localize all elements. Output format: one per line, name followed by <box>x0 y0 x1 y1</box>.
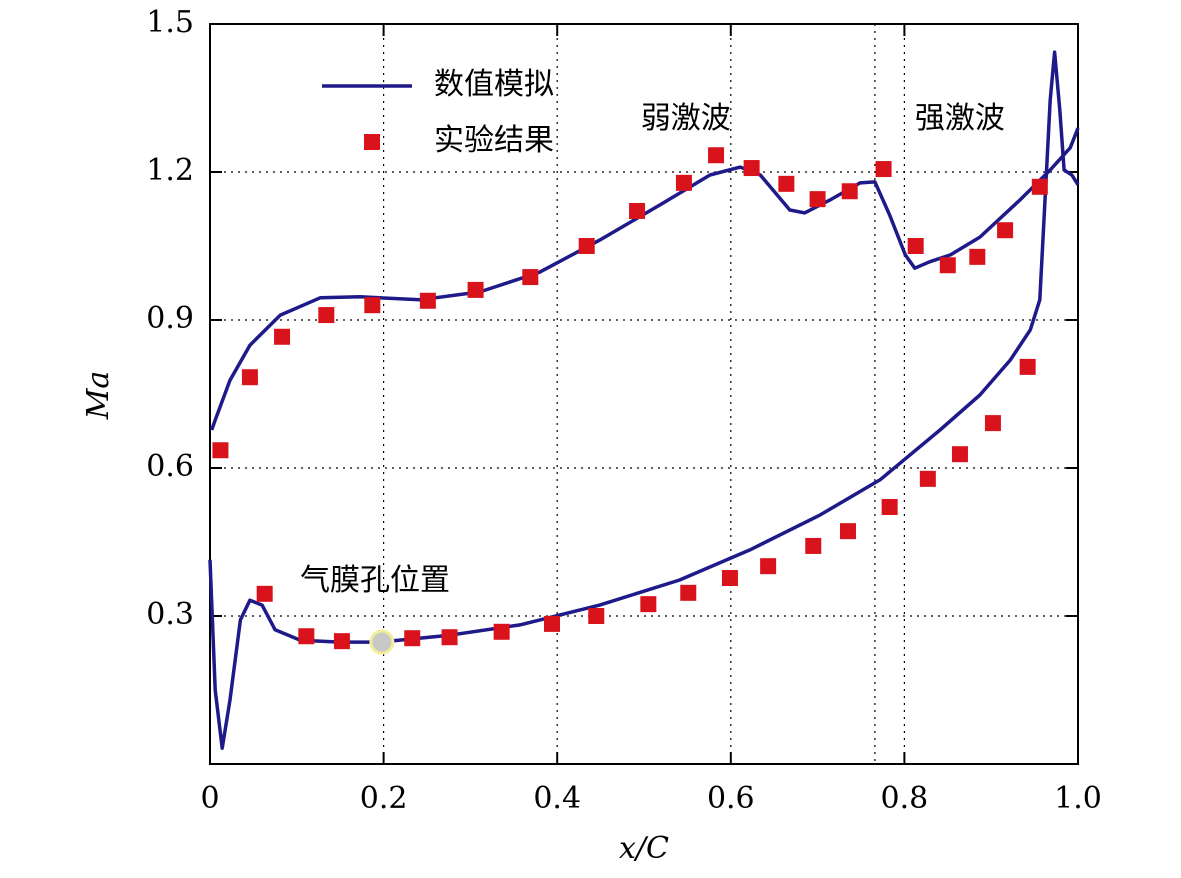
data-point <box>969 248 986 265</box>
data-point <box>640 596 657 613</box>
data-point <box>333 633 350 650</box>
x-axis-label: x/C <box>619 831 669 866</box>
data-point <box>493 623 510 640</box>
legend-label: 数值模拟 <box>434 67 554 102</box>
data-point <box>809 191 826 208</box>
data-point <box>522 269 539 286</box>
data-point <box>760 558 777 575</box>
data-point <box>907 238 924 254</box>
data-point <box>404 630 421 647</box>
data-point <box>680 584 697 601</box>
data-point <box>919 470 936 487</box>
x-tick-label: 0.2 <box>360 781 408 816</box>
data-point <box>419 292 436 309</box>
annotation: 弱激波 <box>641 101 731 136</box>
x-tick-label: 0.6 <box>707 781 755 816</box>
data-point <box>274 328 291 345</box>
y-tick-label: 0.9 <box>146 301 194 336</box>
data-point <box>241 369 258 386</box>
y-tick-label: 0.3 <box>146 597 194 632</box>
data-point <box>629 202 646 219</box>
data-point <box>256 585 273 602</box>
y-axis-label: Ma <box>81 371 116 421</box>
data-point <box>805 537 822 554</box>
annotation: 强激波 <box>915 101 1005 136</box>
data-point <box>708 147 725 164</box>
data-point <box>875 161 892 178</box>
y-tick-label: 1.5 <box>146 5 194 40</box>
data-point <box>298 628 315 645</box>
data-point <box>951 446 968 463</box>
data-point <box>984 415 1001 432</box>
x-tick-label: 0 <box>200 781 219 816</box>
data-point <box>364 297 381 314</box>
x-tick-label: 1.0 <box>1054 781 1102 816</box>
data-point <box>212 442 229 459</box>
film-hole-marker <box>369 629 395 655</box>
x-tick-label: 0.4 <box>533 781 581 816</box>
data-point <box>743 160 760 177</box>
line-series <box>208 50 1080 750</box>
data-point <box>467 281 484 298</box>
data-point <box>841 183 858 200</box>
data-point <box>839 523 856 540</box>
data-point <box>939 257 956 274</box>
y-tick-label: 1.2 <box>146 153 194 188</box>
data-point <box>1031 178 1048 195</box>
data-point <box>543 615 560 632</box>
data-point <box>675 174 692 191</box>
data-point <box>318 307 335 324</box>
y-tick-label: 0.6 <box>146 449 194 484</box>
legend-marker <box>364 134 380 150</box>
data-point <box>588 608 605 624</box>
data-point <box>997 222 1014 239</box>
data-point <box>778 175 795 192</box>
data-point <box>1019 358 1036 375</box>
data-point <box>721 570 738 587</box>
data-point <box>578 238 595 254</box>
legend-label: 实验结果 <box>434 123 554 158</box>
plot-frame <box>209 23 1079 765</box>
data-point <box>441 629 458 646</box>
x-tick-label: 0.8 <box>881 781 929 816</box>
data-point <box>881 498 898 515</box>
annotation: 气膜孔位置 <box>300 563 450 598</box>
